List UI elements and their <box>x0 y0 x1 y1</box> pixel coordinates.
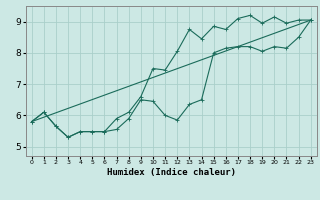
X-axis label: Humidex (Indice chaleur): Humidex (Indice chaleur) <box>107 168 236 177</box>
